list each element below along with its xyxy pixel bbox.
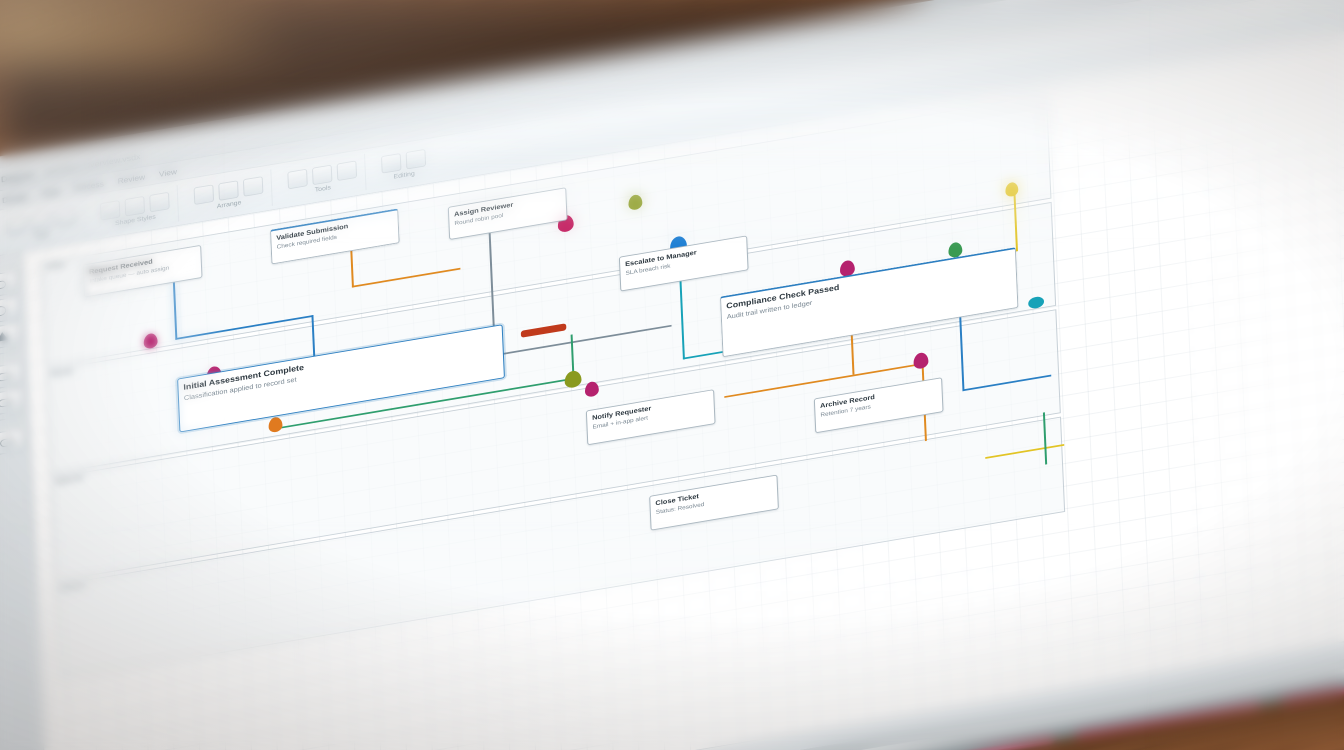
pointer-icon[interactable] [287, 168, 308, 189]
group-icon[interactable] [242, 175, 264, 197]
backdrop-warm-light [0, 0, 290, 64]
underline-icon[interactable] [55, 207, 76, 228]
connector-icon[interactable] [311, 164, 333, 185]
palette-grid-tertiary[interactable] [0, 427, 26, 470]
position-icon[interactable] [218, 179, 239, 201]
menu-item-data[interactable]: Data [41, 186, 60, 198]
fill-icon[interactable] [99, 199, 121, 221]
menu-item-design[interactable]: Design [1, 191, 29, 205]
italic-icon[interactable] [30, 211, 52, 232]
layers-icon[interactable] [405, 148, 427, 170]
palette-tile-connector-shape[interactable] [0, 296, 20, 325]
menu-item-view[interactable]: View [158, 166, 178, 179]
bold-icon[interactable] [6, 215, 27, 236]
palette-tile-start-end-shape[interactable] [0, 270, 19, 299]
ribbon-group-label: Arrange [216, 199, 242, 210]
palette-tile-callout-shape[interactable] [0, 427, 26, 457]
menu-item-process[interactable]: Process [73, 178, 104, 193]
ribbon-group-editing[interactable]: Editing [373, 142, 435, 188]
effects-icon[interactable] [149, 191, 170, 212]
find-icon[interactable] [380, 152, 402, 174]
text-icon[interactable] [336, 160, 358, 181]
swimlane-label: Intake [45, 261, 66, 271]
line-icon[interactable] [124, 195, 146, 217]
palette-tile-delay-shape[interactable] [0, 362, 23, 391]
ribbon-group-label: Editing [393, 170, 415, 180]
ribbon-group-label: Font [34, 231, 49, 240]
palette-tile-merge-shape[interactable] [0, 322, 21, 351]
palette-tile-stored-data-shape[interactable] [0, 388, 24, 417]
align-icon[interactable] [193, 183, 215, 205]
ribbon-group-label: Tools [314, 184, 331, 194]
reflection-left [870, 735, 1055, 750]
menu-item-review[interactable]: Review [117, 171, 146, 186]
